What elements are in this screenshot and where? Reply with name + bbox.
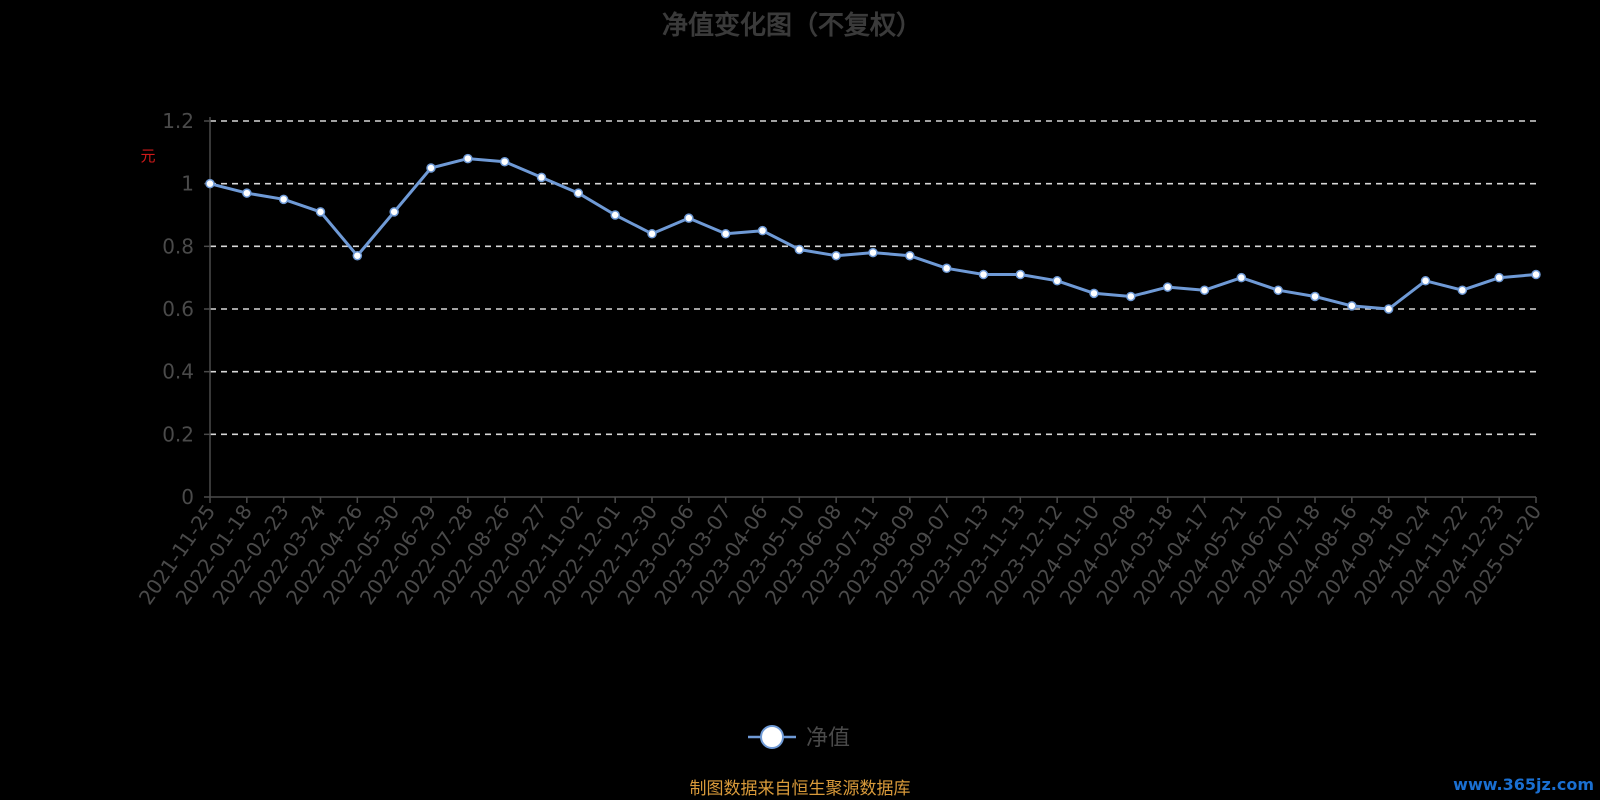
watermark: www.365jz.com [1453,775,1594,794]
data-point[interactable] [831,250,841,261]
data-point[interactable] [499,156,510,167]
data-point[interactable] [205,178,215,189]
legend-marker-icon [760,725,784,749]
chart-title: 净值变化图（不复权） [662,10,922,41]
data-point[interactable] [941,263,952,274]
legend[interactable]: 净值 [748,725,850,751]
data-point[interactable] [684,213,694,223]
data-point[interactable] [278,194,289,205]
series-line [208,157,1538,311]
x-axis: 2021-11-252022-01-182022-02-232022-03-24… [134,496,1546,609]
data-point[interactable] [1420,276,1431,286]
data-point[interactable] [1457,285,1468,295]
data-point[interactable] [1383,304,1394,314]
y-axis-unit: 元 [140,147,155,165]
y-tick-label: 1.2 [162,109,194,133]
y-tick-label: 0 [181,485,194,509]
y-tick-label: 0.2 [162,422,194,446]
data-point[interactable] [1273,285,1283,295]
data-point[interactable] [463,153,473,164]
y-axis: 0 0.2 0.4 0.6 0.8 1 1.2 [162,109,211,509]
data-point[interactable] [1052,276,1062,286]
legend-label: 净值 [806,726,850,751]
data-point[interactable] [352,250,363,261]
data-point[interactable] [1015,269,1026,280]
data-point[interactable] [426,163,436,173]
data-point[interactable] [1162,282,1173,292]
data-point[interactable] [315,207,326,217]
data-point[interactable] [794,244,805,255]
data-point[interactable] [389,207,399,217]
data-point[interactable] [1531,269,1541,280]
data-point[interactable] [1236,272,1247,283]
series-layer [205,153,1541,314]
data-point[interactable] [1494,272,1504,283]
y-tick-label: 1 [181,172,194,196]
data-point[interactable] [536,172,547,183]
grid-lines [210,120,1536,436]
data-point[interactable] [242,188,252,198]
y-tick-label: 0.6 [162,297,194,321]
data-point[interactable] [1347,301,1357,311]
data-point[interactable] [1126,291,1136,302]
data-point[interactable] [978,269,989,280]
y-tick-label: 0.8 [162,234,194,258]
data-point[interactable] [1089,288,1099,299]
data-point[interactable] [757,225,768,236]
data-point[interactable] [610,210,620,220]
data-point[interactable] [720,229,731,239]
data-point[interactable] [868,247,878,258]
data-point[interactable] [573,188,584,198]
data-point[interactable] [647,229,657,239]
data-point[interactable] [1199,285,1210,295]
y-tick-label: 0.4 [162,360,194,384]
data-source: 制图数据来自恒生聚源数据库 [690,779,911,799]
data-point[interactable] [1310,291,1320,302]
data-point[interactable] [905,250,915,261]
